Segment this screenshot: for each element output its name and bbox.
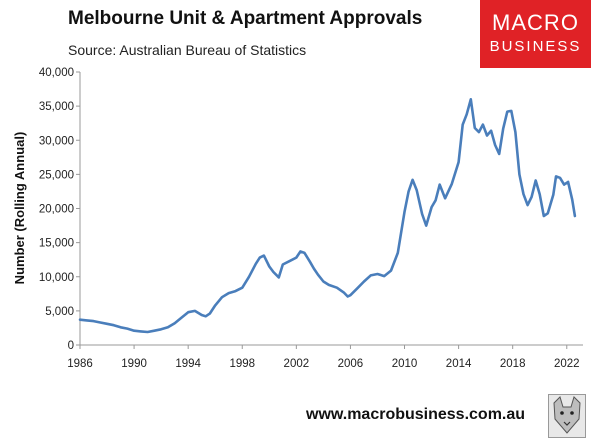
y-tick-labels: 0 5,000 10,000 15,000 20,000 25,000 30,000 35,0… (39, 67, 74, 352)
chart-axes (76, 71, 583, 349)
x-tick-label: 1994 (175, 358, 201, 370)
x-tick-label: 2022 (554, 358, 580, 370)
x-tick-label: 2014 (446, 358, 472, 370)
y-tick-label: 40,000 (39, 67, 74, 79)
x-tick-label: 1986 (67, 358, 93, 370)
x-tick-label: 2018 (500, 358, 526, 370)
wolf-mascot-icon (548, 394, 586, 438)
y-tick-label: 25,000 (39, 169, 74, 181)
logo-line-1: MACRO (492, 10, 579, 35)
x-tick-label: 2002 (284, 358, 310, 370)
x-tick-labels: 1986 1990 1994 1998 2002 2006 2010 2014 2018 2022 (67, 358, 579, 370)
y-axis-label: Number (Rolling Annual) (12, 132, 27, 285)
macrobusiness-logo: MACRO BUSINESS (480, 0, 591, 68)
series-layer (78, 98, 577, 334)
page-title: Melbourne Unit & Apartment Approvals (68, 8, 423, 29)
x-tick-label: 1990 (121, 358, 147, 370)
logo-line-2: BUSINESS (489, 38, 582, 55)
series-line-0 (78, 98, 577, 334)
x-tick-label: 2006 (338, 358, 364, 370)
y-tick-label: 10,000 (39, 272, 74, 284)
chart-source: Source: Australian Bureau of Statistics (68, 42, 307, 58)
x-tick-label: 1998 (229, 358, 255, 370)
y-tick-label: 20,000 (39, 204, 74, 216)
footer-url: www.macrobusiness.com.au (306, 406, 526, 423)
x-tick-label: 2010 (392, 358, 418, 370)
y-tick-label: 35,000 (39, 101, 74, 113)
y-tick-label: 15,000 (39, 238, 74, 250)
y-tick-label: 5,000 (45, 306, 74, 318)
y-tick-label: 30,000 (39, 135, 74, 147)
y-tick-label: 0 (68, 340, 74, 352)
